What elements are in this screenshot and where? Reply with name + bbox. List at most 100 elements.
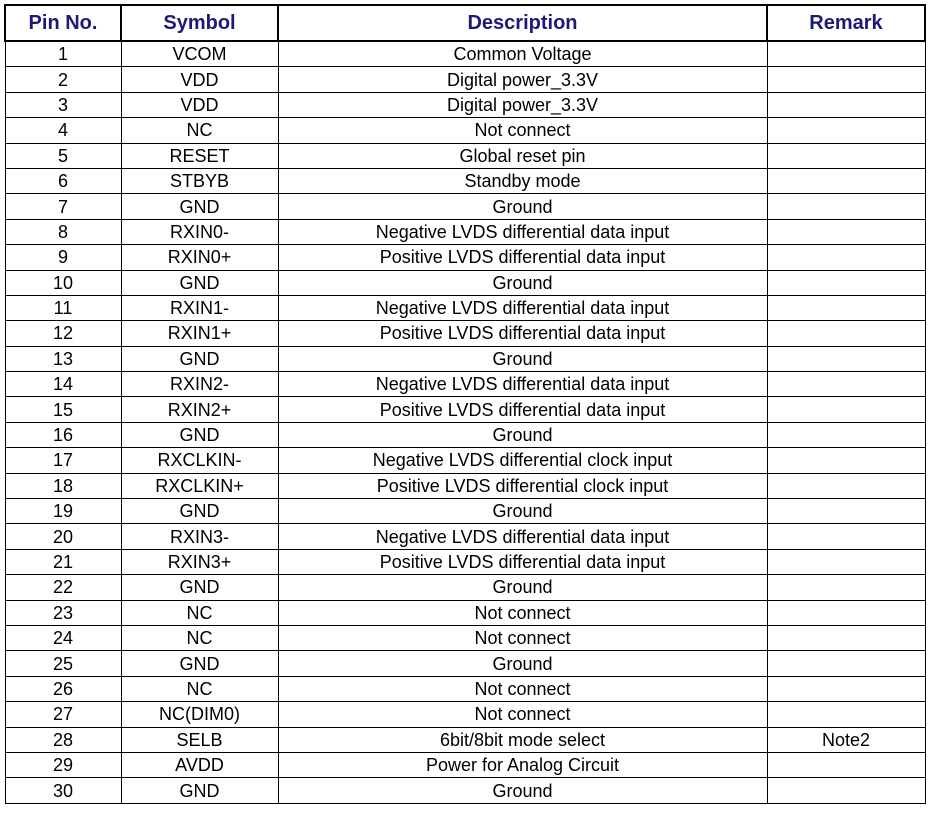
table-row: 2 VDD Digital power_3.3V <box>4 66 926 93</box>
cell-pin: 7 <box>4 193 122 220</box>
cell-description: Power for Analog Circuit <box>277 751 768 779</box>
cell-pin: 10 <box>4 269 122 296</box>
cell-symbol: NC(DIM0) <box>120 701 279 728</box>
cell-symbol: GND <box>120 345 279 373</box>
table-row: 21 RXIN3+ Positive LVDS differential data … <box>4 548 926 576</box>
cell-remark <box>766 751 926 779</box>
cell-pin: 17 <box>4 447 122 474</box>
cell-symbol: RXIN1- <box>120 294 279 322</box>
table-row: 19 GND Ground <box>4 498 926 525</box>
cell-description: Not connect <box>277 701 768 728</box>
cell-pin: 11 <box>4 294 122 322</box>
cell-symbol: GND <box>120 421 279 449</box>
pin-assignment-table: Pin No. Symbol Description Remark 1 VCOM C… <box>4 4 926 804</box>
cell-description: Ground <box>277 421 768 449</box>
cell-remark <box>766 574 926 601</box>
table-row: 7 GND Ground <box>4 193 926 220</box>
cell-pin: 3 <box>4 91 122 119</box>
cell-remark <box>766 371 926 398</box>
cell-remark <box>766 66 926 93</box>
cell-symbol: NC <box>120 117 279 144</box>
cell-description: Ground <box>277 574 768 601</box>
cell-remark <box>766 117 926 144</box>
table-row: 15 RXIN2+ Positive LVDS differential data … <box>4 396 926 423</box>
cell-symbol: STBYB <box>120 167 279 195</box>
cell-symbol: RXIN3+ <box>120 548 279 576</box>
cell-remark <box>766 218 926 246</box>
cell-remark <box>766 345 926 373</box>
table-row: 22 GND Ground <box>4 574 926 601</box>
cell-description: Positive LVDS differential data input <box>277 548 768 576</box>
table-row: 16 GND Ground <box>4 421 926 449</box>
table-row: 14 RXIN2- Negative LVDS differential data … <box>4 371 926 398</box>
table-row: 30 GND Ground <box>4 777 926 804</box>
cell-remark <box>766 421 926 449</box>
cell-description: Digital power_3.3V <box>277 66 768 93</box>
cell-description: Not connect <box>277 599 768 626</box>
cell-description: Negative LVDS differential data input <box>277 218 768 246</box>
cell-symbol: RXIN1+ <box>120 320 279 347</box>
cell-pin: 30 <box>4 777 122 804</box>
cell-pin: 27 <box>4 701 122 728</box>
table-row: 29 AVDD Power for Analog Circuit <box>4 751 926 779</box>
cell-pin: 13 <box>4 345 122 373</box>
header-description: Description <box>277 4 768 42</box>
table-row: 24 NC Not connect <box>4 624 926 652</box>
cell-description: Negative LVDS differential clock input <box>277 447 768 474</box>
cell-pin: 2 <box>4 66 122 93</box>
table-row: 1 VCOM Common Voltage <box>4 40 926 68</box>
cell-symbol: RXIN0+ <box>120 244 279 271</box>
table-row: 23 NC Not connect <box>4 599 926 626</box>
cell-symbol: RXIN3- <box>120 523 279 550</box>
cell-description: Not connect <box>277 624 768 652</box>
cell-symbol: VDD <box>120 91 279 119</box>
table-row: 10 GND Ground <box>4 269 926 296</box>
cell-description: Not connect <box>277 675 768 703</box>
cell-symbol: GND <box>120 269 279 296</box>
cell-description: Positive LVDS differential data input <box>277 396 768 423</box>
cell-symbol: AVDD <box>120 751 279 779</box>
cell-symbol: NC <box>120 599 279 626</box>
table-body: 1 VCOM Common Voltage 2 VDD Digital power_3.3… <box>4 40 926 804</box>
cell-remark <box>766 675 926 703</box>
table-row: 25 GND Ground <box>4 650 926 677</box>
cell-remark <box>766 40 926 68</box>
cell-pin: 4 <box>4 117 122 144</box>
cell-pin: 9 <box>4 244 122 271</box>
table-row: 12 RXIN1+ Positive LVDS differential data … <box>4 320 926 347</box>
cell-pin: 15 <box>4 396 122 423</box>
cell-description: Ground <box>277 345 768 373</box>
cell-pin: 28 <box>4 726 122 753</box>
cell-pin: 25 <box>4 650 122 677</box>
cell-remark <box>766 167 926 195</box>
cell-symbol: GND <box>120 574 279 601</box>
table-row: 6 STBYB Standby mode <box>4 167 926 195</box>
cell-remark <box>766 193 926 220</box>
table-row: 28 SELB 6bit/8bit mode select Note2 <box>4 726 926 753</box>
table-row: 3 VDD Digital power_3.3V <box>4 91 926 119</box>
cell-symbol: GND <box>120 650 279 677</box>
cell-remark <box>766 320 926 347</box>
cell-remark <box>766 701 926 728</box>
table-row: 17 RXCLKIN- Negative LVDS differential clo… <box>4 447 926 474</box>
table-row: 9 RXIN0+ Positive LVDS differential data i… <box>4 244 926 271</box>
cell-pin: 18 <box>4 472 122 500</box>
cell-description: Ground <box>277 269 768 296</box>
table-row: 27 NC(DIM0) Not connect <box>4 701 926 728</box>
cell-symbol: RXCLKIN- <box>120 447 279 474</box>
cell-pin: 22 <box>4 574 122 601</box>
cell-description: Positive LVDS differential data input <box>277 244 768 271</box>
cell-remark <box>766 294 926 322</box>
cell-description: Positive LVDS differential data input <box>277 320 768 347</box>
cell-pin: 23 <box>4 599 122 626</box>
cell-symbol: RXIN2+ <box>120 396 279 423</box>
cell-symbol: RXIN0- <box>120 218 279 246</box>
table-row: 5 RESET Global reset pin <box>4 142 926 169</box>
cell-description: 6bit/8bit mode select <box>277 726 768 753</box>
cell-remark <box>766 91 926 119</box>
cell-pin: 26 <box>4 675 122 703</box>
cell-description: Not connect <box>277 117 768 144</box>
cell-pin: 14 <box>4 371 122 398</box>
cell-description: Negative LVDS differential data input <box>277 294 768 322</box>
cell-remark <box>766 498 926 525</box>
